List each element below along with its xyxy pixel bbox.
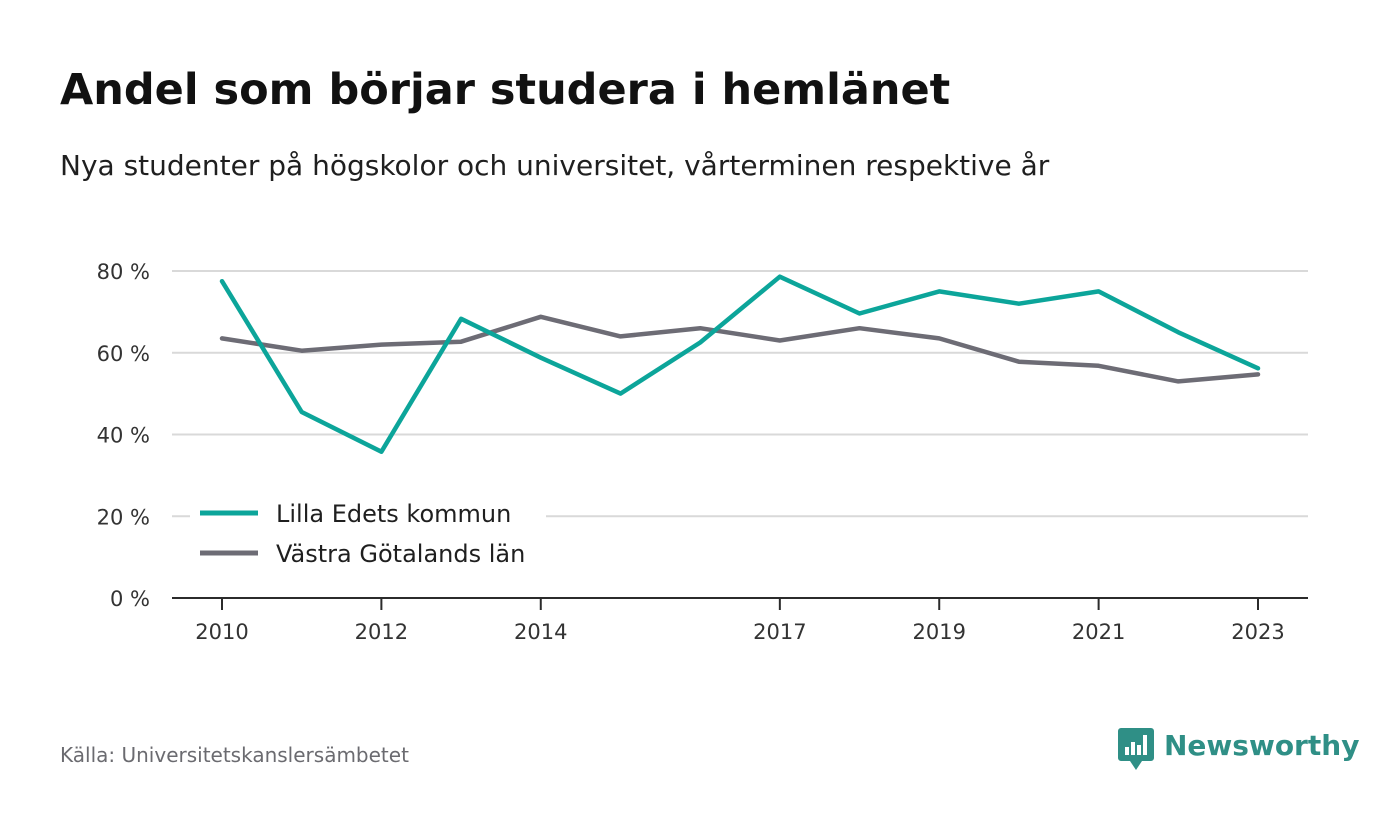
legend-label: Västra Götalands län — [276, 540, 525, 568]
brand-name: Newsworthy — [1164, 729, 1360, 762]
x-tick-label: 2021 — [1072, 620, 1125, 644]
line-chart: 0 % 20 % 40 % 60 % 80 % 2010 2012 2014 2017 2019… — [97, 260, 1308, 644]
y-tick-label: 20 % — [97, 505, 150, 529]
newsworthy-logo-icon — [1118, 728, 1154, 770]
chart-subtitle: Nya studenter på högskolor och universit… — [60, 149, 1050, 182]
legend-background — [190, 494, 546, 576]
y-tick-label: 40 % — [97, 424, 150, 448]
brand-logo: Newsworthy — [1118, 728, 1359, 772]
x-tick-label: 2014 — [514, 620, 567, 644]
y-tick-label: 0 % — [110, 587, 150, 611]
x-tick-label: 2012 — [355, 620, 408, 644]
series-line — [219, 314, 1261, 384]
legend-label: Lilla Edets kommun — [276, 500, 511, 528]
x-tick-label: 2023 — [1231, 620, 1284, 644]
series-line — [219, 274, 1261, 454]
legend: Lilla Edets kommun Västra Götalands län — [190, 494, 546, 576]
x-tick-label: 2019 — [913, 620, 966, 644]
source-note: Källa: Universitetskanslersämbetet — [60, 743, 409, 767]
x-tick-label: 2010 — [195, 620, 248, 644]
series-lines — [219, 274, 1261, 454]
y-axis-ticks: 0 % 20 % 40 % 60 % 80 % — [97, 260, 150, 611]
x-axis-ticks: 2010 2012 2014 2017 2019 2021 2023 — [195, 598, 1285, 644]
x-tick-label: 2017 — [753, 620, 806, 644]
y-tick-label: 80 % — [97, 260, 150, 284]
y-tick-label: 60 % — [97, 342, 150, 366]
chart-title: Andel som börjar studera i hemlänet — [60, 65, 951, 115]
